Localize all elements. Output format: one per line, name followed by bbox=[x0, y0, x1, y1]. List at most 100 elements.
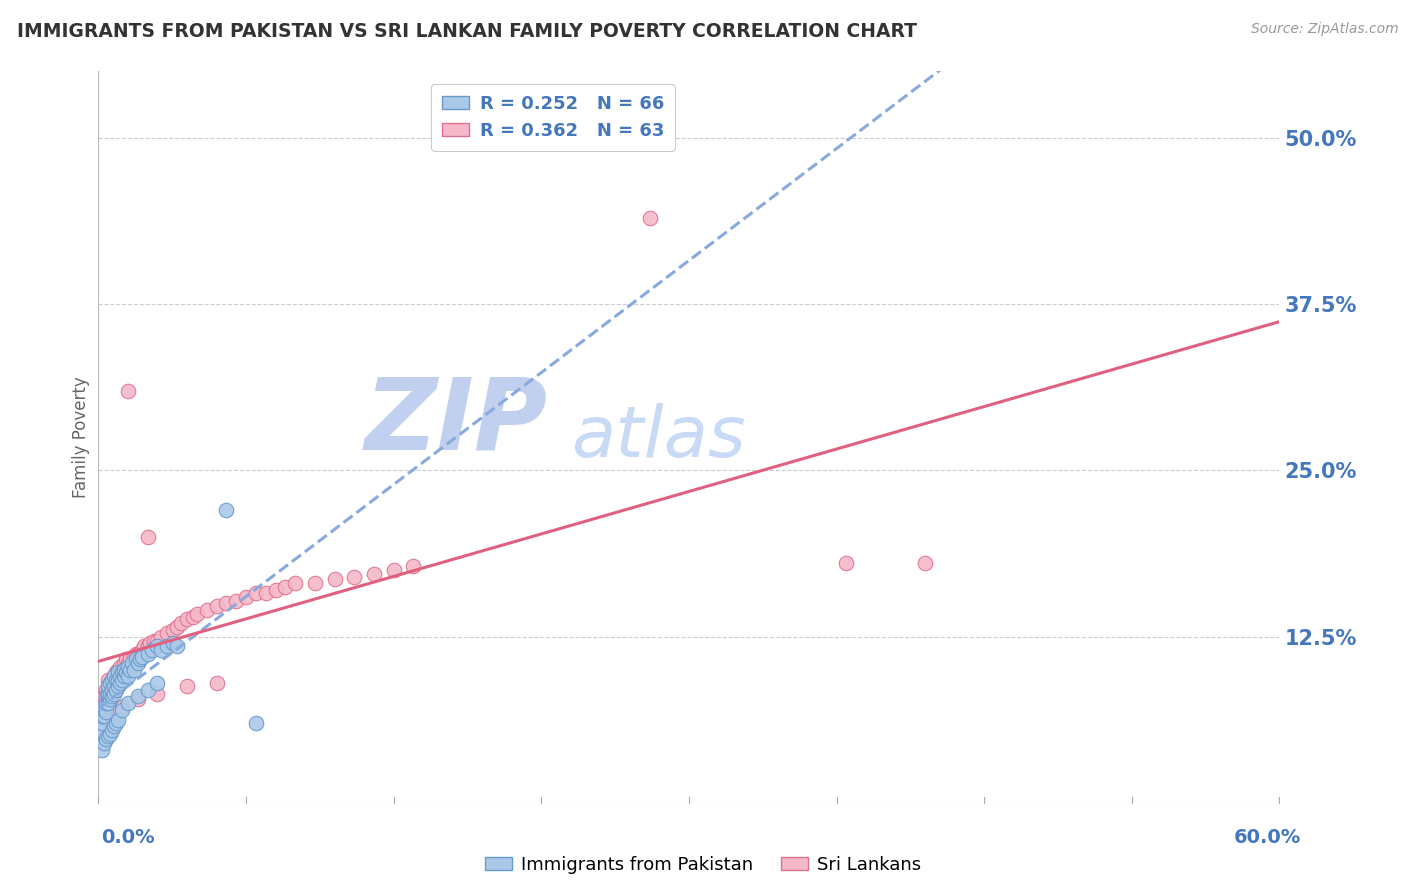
Point bbox=[93, 700, 115, 714]
Point bbox=[127, 690, 149, 704]
Point bbox=[98, 726, 121, 740]
Point bbox=[323, 573, 346, 587]
Point bbox=[131, 649, 153, 664]
Point bbox=[101, 673, 124, 688]
Point bbox=[97, 673, 120, 688]
Point bbox=[125, 647, 148, 661]
Point bbox=[107, 665, 129, 680]
Point bbox=[304, 576, 326, 591]
Point bbox=[101, 682, 124, 697]
Point bbox=[91, 742, 114, 756]
Point bbox=[91, 716, 114, 731]
Point bbox=[156, 625, 179, 640]
Point bbox=[103, 669, 125, 683]
Point bbox=[97, 690, 120, 704]
Point bbox=[107, 714, 129, 728]
Point bbox=[93, 690, 115, 704]
Point bbox=[150, 630, 173, 644]
Point bbox=[91, 696, 114, 710]
Point bbox=[117, 656, 139, 670]
Point bbox=[131, 643, 153, 657]
Point bbox=[97, 714, 120, 728]
Point bbox=[108, 669, 131, 683]
Point bbox=[127, 647, 149, 661]
Point bbox=[146, 633, 169, 648]
Point bbox=[205, 599, 228, 613]
Point bbox=[162, 623, 184, 637]
Point bbox=[146, 687, 169, 701]
Point bbox=[105, 665, 128, 680]
Text: atlas: atlas bbox=[571, 402, 745, 472]
Point bbox=[284, 576, 307, 591]
Point bbox=[89, 723, 111, 737]
Point bbox=[101, 690, 124, 704]
Point bbox=[166, 639, 188, 653]
Point bbox=[97, 696, 120, 710]
Point bbox=[112, 656, 135, 670]
Point bbox=[382, 563, 405, 577]
Legend: Immigrants from Pakistan, Sri Lankans: Immigrants from Pakistan, Sri Lankans bbox=[478, 849, 928, 881]
Point bbox=[118, 652, 141, 666]
Point bbox=[136, 647, 159, 661]
Point bbox=[105, 673, 128, 688]
Text: IMMIGRANTS FROM PAKISTAN VS SRI LANKAN FAMILY POVERTY CORRELATION CHART: IMMIGRANTS FROM PAKISTAN VS SRI LANKAN F… bbox=[17, 22, 917, 41]
Point bbox=[402, 559, 425, 574]
Point bbox=[101, 723, 124, 737]
Point bbox=[638, 211, 661, 225]
Point bbox=[112, 663, 135, 677]
Point bbox=[170, 616, 193, 631]
Point bbox=[96, 706, 118, 720]
Point bbox=[105, 716, 128, 731]
Point bbox=[105, 682, 128, 697]
Point bbox=[136, 682, 159, 697]
Point bbox=[107, 673, 129, 688]
Point bbox=[343, 570, 366, 584]
Point bbox=[112, 669, 135, 683]
Point bbox=[93, 719, 115, 733]
Point bbox=[97, 729, 120, 743]
Point bbox=[254, 585, 277, 599]
Point bbox=[111, 665, 134, 680]
Point bbox=[111, 673, 134, 688]
Text: ZIP: ZIP bbox=[364, 374, 547, 471]
Point bbox=[181, 609, 204, 624]
Point bbox=[146, 639, 169, 653]
Point bbox=[103, 706, 125, 720]
Text: 0.0%: 0.0% bbox=[101, 828, 155, 847]
Text: Source: ZipAtlas.com: Source: ZipAtlas.com bbox=[1251, 22, 1399, 37]
Point bbox=[127, 692, 149, 706]
Point bbox=[117, 696, 139, 710]
Point bbox=[363, 567, 385, 582]
Point bbox=[117, 660, 139, 674]
Point bbox=[235, 590, 257, 604]
Point bbox=[117, 669, 139, 683]
Point bbox=[186, 607, 208, 621]
Point bbox=[107, 679, 129, 693]
Point bbox=[97, 679, 120, 693]
Point bbox=[103, 719, 125, 733]
Point bbox=[98, 692, 121, 706]
Point bbox=[914, 557, 936, 571]
Point bbox=[97, 679, 120, 693]
Point bbox=[245, 585, 267, 599]
Point bbox=[103, 669, 125, 683]
Point bbox=[166, 620, 188, 634]
Point bbox=[115, 665, 138, 680]
Point bbox=[118, 663, 141, 677]
Point bbox=[115, 652, 138, 666]
Point bbox=[98, 687, 121, 701]
Point bbox=[121, 656, 143, 670]
Point bbox=[97, 687, 120, 701]
Point bbox=[176, 679, 198, 693]
Point bbox=[93, 709, 115, 723]
Point bbox=[107, 663, 129, 677]
Point bbox=[156, 639, 179, 653]
Point bbox=[98, 676, 121, 690]
Point bbox=[96, 731, 118, 746]
Point bbox=[215, 503, 238, 517]
Point bbox=[122, 663, 145, 677]
Y-axis label: Family Poverty: Family Poverty bbox=[72, 376, 90, 498]
Point bbox=[142, 633, 165, 648]
Point bbox=[128, 652, 150, 666]
Point bbox=[835, 557, 858, 571]
